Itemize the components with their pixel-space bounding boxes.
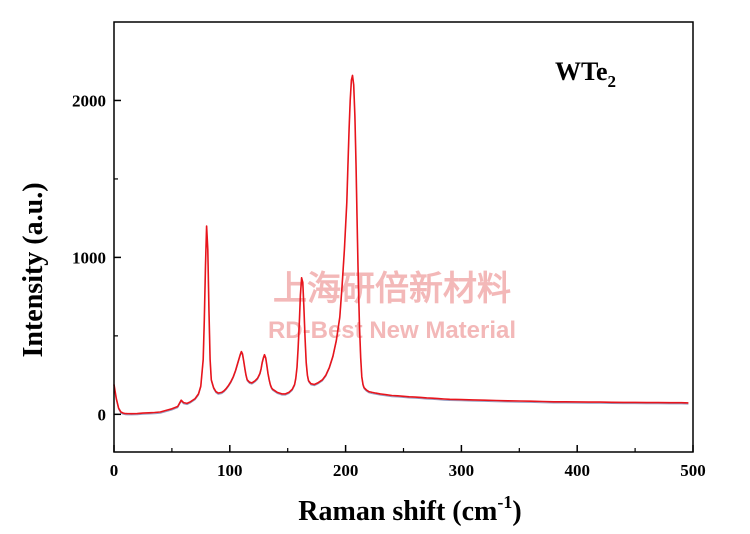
y-tick-label: 1000 [72,248,106,267]
y-tick-label: 2000 [72,91,106,110]
watermark-en: RD-Best New Material [268,317,516,344]
x-tick-label: 300 [449,461,475,480]
y-axis-ticks: 0 1000 2000 [72,91,121,424]
series-line [113,74,689,415]
x-tick-label: 200 [333,461,359,480]
y-axis-title: Intensity (a.u.) [18,182,49,357]
x-tick-label: 400 [564,461,590,480]
x-tick-label: 100 [217,461,243,480]
series-shadow-line [113,76,689,416]
watermark: 上海研倍新材料 RD-Best New Material [268,270,516,344]
x-axis-ticks: 0 100 200 300 400 500 [110,445,706,480]
x-axis-title-sup: -1 [497,492,512,512]
x-tick-label: 500 [680,461,706,480]
sample-label-sub: 2 [608,72,617,91]
x-axis-title-close: ) [512,496,521,527]
y-tick-label: 0 [98,405,107,424]
x-axis-title-main: Raman shift (cm [298,496,497,527]
x-axis-title: Raman shift (cm-1) [298,492,521,527]
sample-label-base: WTe [555,57,608,86]
sample-label: WTe2 [555,57,616,91]
x-tick-label: 0 [110,461,119,480]
watermark-cn: 上海研倍新材料 [273,270,511,308]
